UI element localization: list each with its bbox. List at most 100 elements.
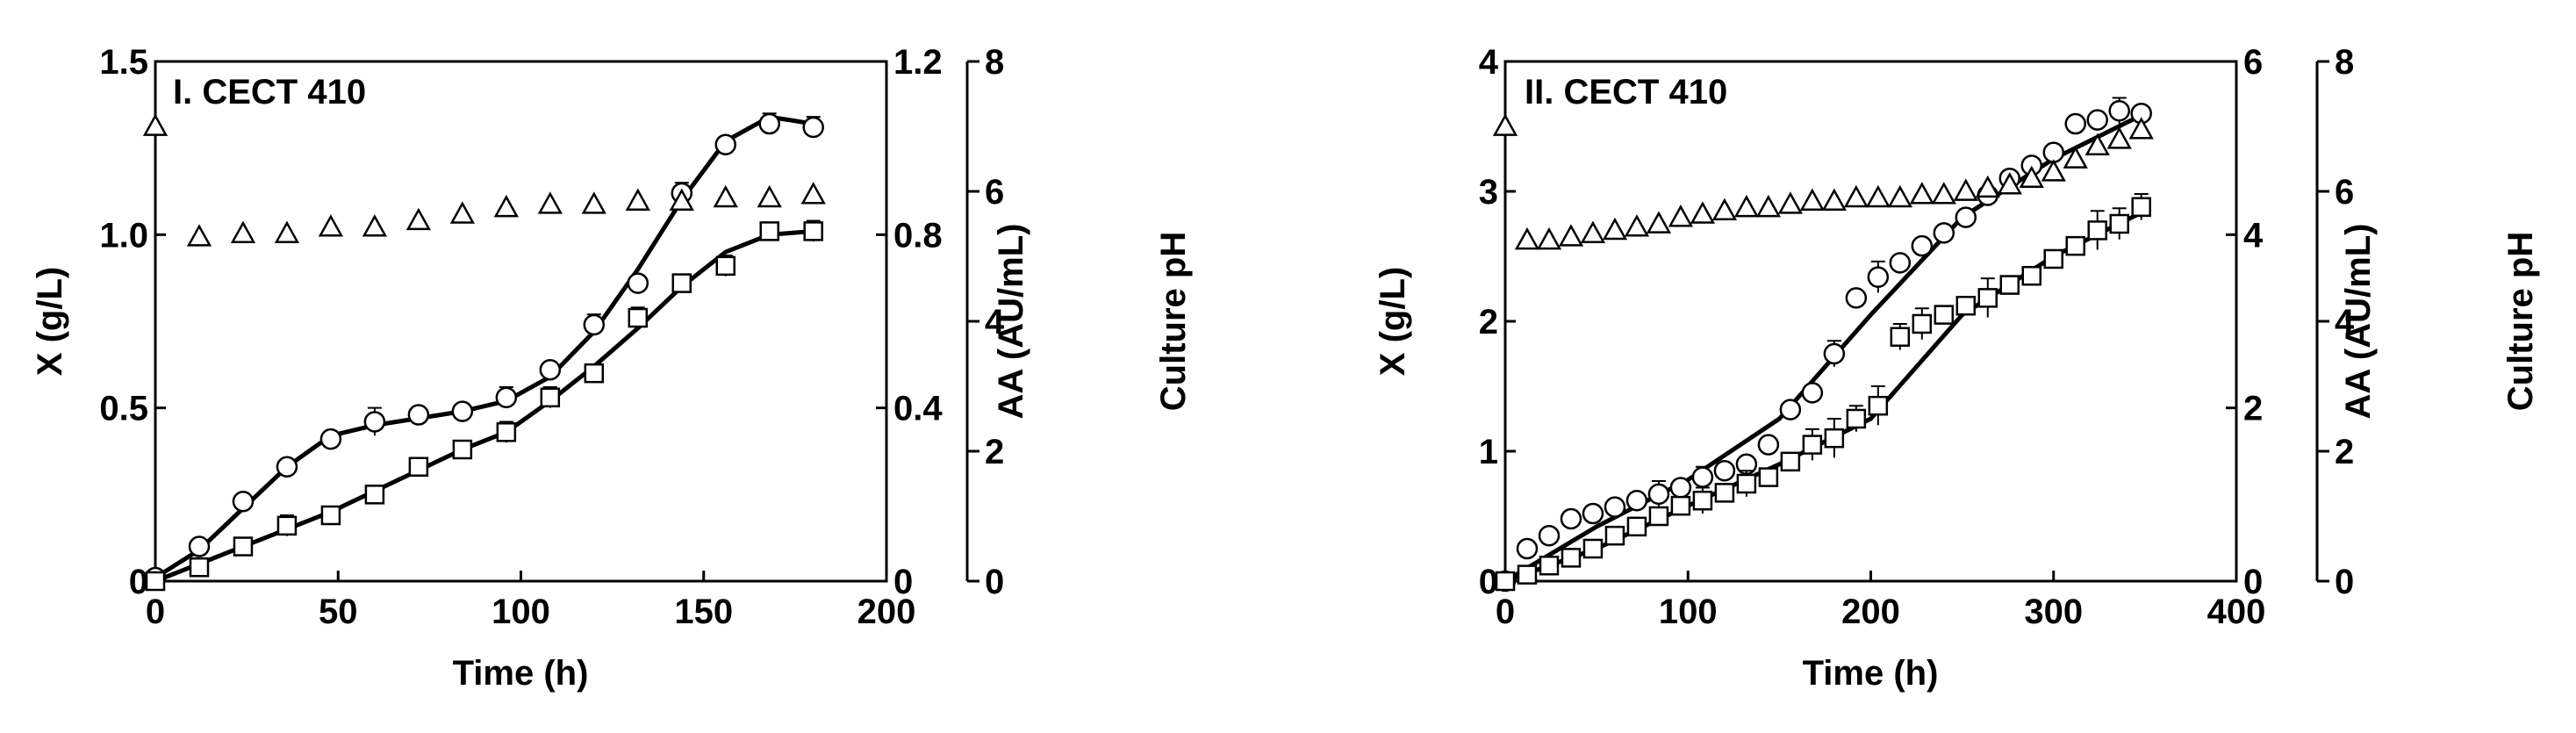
triangle-marker (1646, 211, 1672, 234)
triangle-marker (1711, 198, 1738, 221)
circle-marker (2086, 109, 2108, 131)
triangle-marker (1799, 188, 1825, 211)
triangle-marker (1580, 220, 1606, 243)
ph-axis-tick-label: 0 (985, 563, 1004, 601)
triangle-marker (493, 194, 519, 218)
circle-marker (495, 386, 518, 409)
square-marker (1955, 295, 1977, 316)
y-right-tick-label: 4 (2243, 216, 2264, 255)
square-marker (1539, 555, 1560, 576)
circle-marker (1669, 477, 1692, 499)
y-right-tick-label: 0 (2243, 563, 2263, 601)
square-marker (233, 536, 254, 557)
square-marker (1648, 506, 1669, 527)
circle-marker (319, 428, 342, 450)
triangle-marker (142, 113, 169, 136)
circle-marker (539, 359, 562, 381)
y-right-tick-label: 0 (893, 563, 913, 601)
circle-marker (1779, 399, 1802, 420)
triangle-marker (405, 207, 432, 231)
square-marker (1692, 490, 1713, 511)
y-left-tick-label: 0 (1479, 563, 1498, 601)
y-axis-label-right: AA (AU/mL) (2339, 224, 2378, 420)
square-marker (1999, 275, 2020, 295)
ph-axis-tick-label: 8 (2335, 43, 2354, 82)
y-left-tick-label: 1.0 (99, 216, 148, 255)
triangle-marker (1514, 226, 1540, 250)
triangle-marker (800, 182, 826, 205)
circle-marker (1801, 382, 1824, 404)
triangle-marker (1865, 184, 1891, 208)
circle-marker (1867, 266, 1890, 288)
square-marker (364, 485, 385, 505)
y-right-tick-label: 0.8 (893, 216, 943, 255)
triangle-marker (230, 220, 256, 243)
triangle-marker (1733, 194, 1760, 218)
circle-marker (1560, 507, 1582, 530)
y-left-tick-label: 2 (1479, 303, 1498, 341)
y-left-tick-label: 3 (1479, 173, 1498, 212)
circle-marker (1757, 434, 1780, 456)
circle-marker (1845, 287, 1868, 309)
x-tick-label: 150 (674, 593, 733, 631)
triangle-marker (1558, 224, 1584, 247)
triangle-marker (1887, 184, 1912, 208)
ph-axis-tick-label: 4 (2335, 303, 2355, 341)
y-left-tick-label: 0 (129, 563, 148, 601)
square-marker (452, 439, 473, 460)
square-marker (1890, 327, 1911, 348)
square-marker (1912, 313, 1933, 334)
square-marker (1934, 305, 1955, 325)
triangle-marker (1843, 184, 1869, 208)
circle-series-fit-line (154, 114, 814, 580)
x-tick-label: 100 (1659, 593, 1718, 631)
square-marker (189, 557, 210, 578)
square-marker (496, 422, 517, 442)
y-axis-label-left: X (g/L) (31, 267, 69, 376)
circle-marker (1625, 489, 1648, 512)
triangle-marker (1909, 182, 1934, 205)
triangle-marker (1953, 178, 1978, 201)
square-marker (803, 221, 823, 241)
circle-marker (758, 112, 780, 135)
triangle-marker (1536, 226, 1562, 250)
square-marker (1736, 473, 1757, 494)
square-marker (2109, 213, 2129, 234)
triangle-marker (2041, 159, 2066, 182)
triangle-marker (625, 188, 650, 211)
y-axis-label-left: X (g/L) (1374, 267, 1412, 376)
triangle-marker (1668, 205, 1694, 227)
circle-marker (1691, 466, 1714, 488)
triangle-marker (1931, 182, 1956, 205)
triangle-marker (1690, 201, 1716, 224)
panel-title: I. CECT 410 (173, 73, 366, 111)
triangle-marker (757, 184, 782, 208)
square-marker (408, 456, 429, 478)
square-marker (1714, 483, 1735, 503)
circle-marker (802, 116, 824, 139)
circle-marker (407, 404, 430, 426)
y-right-tick-label: 6 (2243, 43, 2263, 82)
square-marker (1977, 288, 1998, 308)
triangle-marker (449, 201, 475, 224)
square-marker (1582, 538, 1604, 559)
circle-marker (583, 313, 606, 336)
x-tick-label: 0 (146, 593, 165, 631)
ph-axis-tick-label: 6 (2335, 173, 2354, 212)
x-tick-label: 100 (492, 593, 550, 631)
triangle-marker (2128, 117, 2154, 140)
square-marker (1517, 564, 1538, 585)
x-axis-label: Time (h) (1803, 654, 1939, 693)
circle-marker (1823, 342, 1846, 365)
square-marker (1758, 467, 1779, 487)
square-marker (2043, 248, 2063, 269)
circle-marker (1955, 206, 1977, 228)
triangle-marker (1997, 172, 2022, 195)
y-right-tick-label: 2 (2243, 390, 2263, 428)
circle-marker (1538, 524, 1561, 547)
circle-marker (232, 490, 255, 513)
circle-marker (1889, 252, 1912, 274)
circle-marker (1516, 537, 1539, 560)
ph-axis-tick-label: 2 (2335, 433, 2354, 471)
